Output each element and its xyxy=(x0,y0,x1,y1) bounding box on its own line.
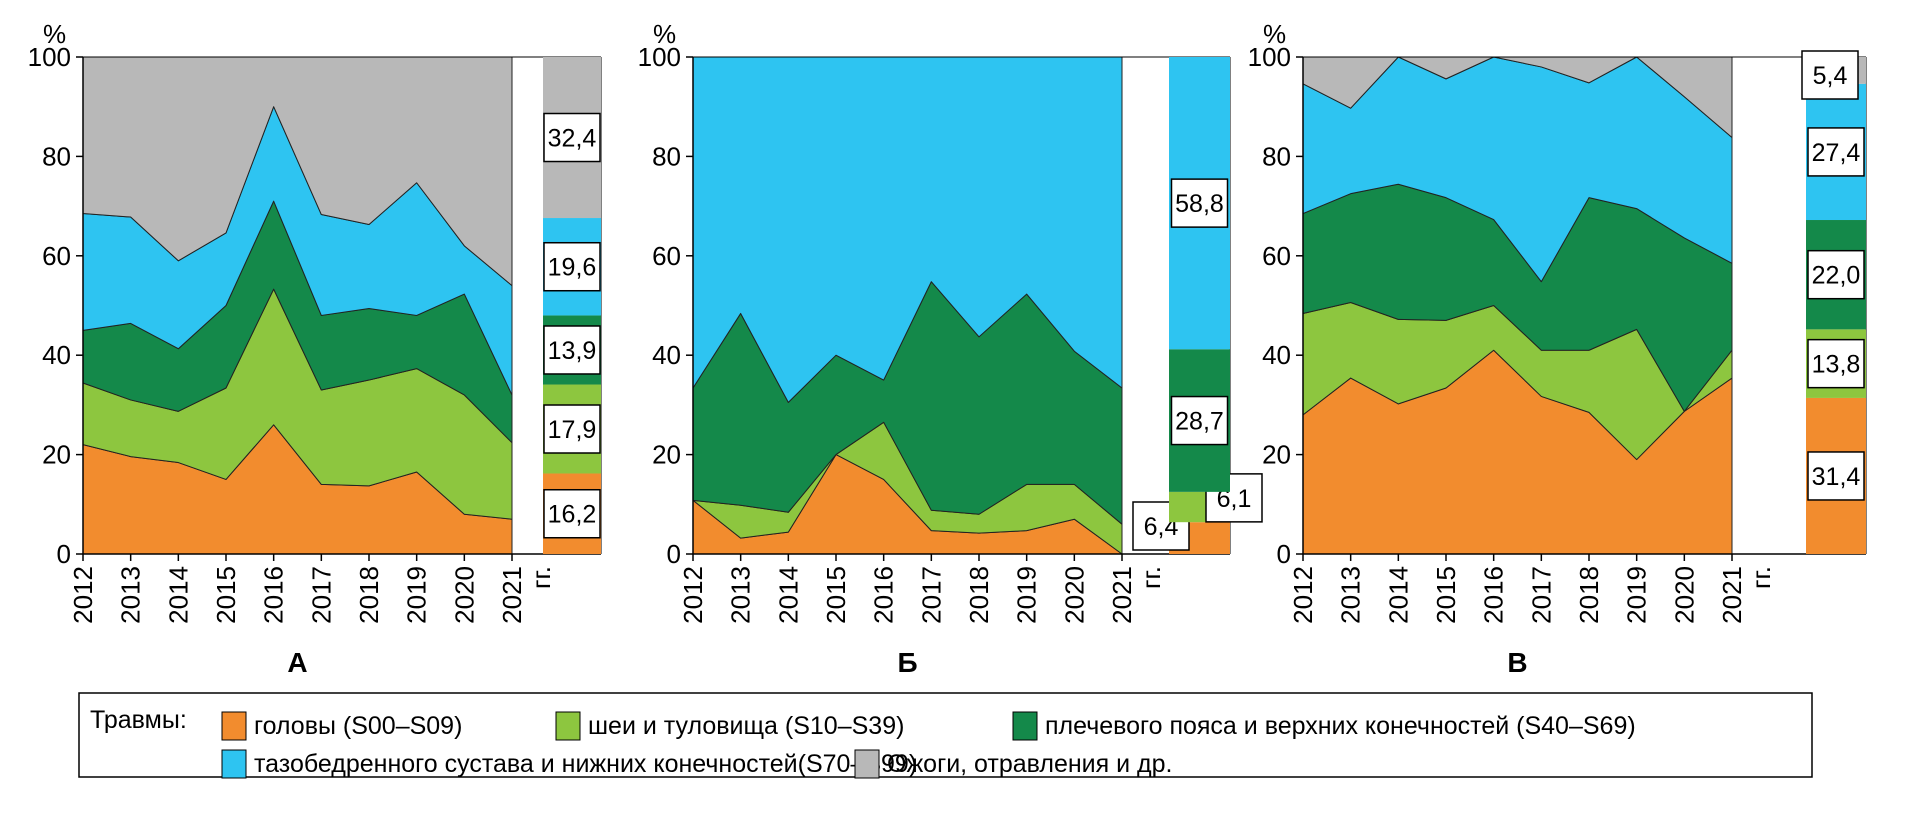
x-tick-label: 2015 xyxy=(211,566,241,624)
x-axis-unit: гг. xyxy=(1136,566,1166,589)
legend-box xyxy=(78,692,1813,778)
panel-title: В xyxy=(1507,647,1527,678)
x-tick-label: 2014 xyxy=(163,566,193,624)
x-tick-label: 2016 xyxy=(259,566,289,624)
panel-title: Б xyxy=(897,647,917,678)
legend-swatch-neck xyxy=(555,711,581,741)
summary-value-box xyxy=(543,241,601,292)
y-tick-label: 0 xyxy=(1277,539,1291,569)
summary-value-box xyxy=(1170,178,1229,228)
x-tick-label: 2013 xyxy=(116,566,146,624)
summary-value-box xyxy=(1807,127,1865,177)
summary-value-label: 19,6 xyxy=(548,254,597,282)
x-tick-label: 2012 xyxy=(1288,566,1318,624)
y-tick-label: 40 xyxy=(1262,340,1291,370)
y-tick-label: 60 xyxy=(1262,241,1291,271)
x-tick-label: 2020 xyxy=(1059,566,1089,624)
x-tick-label: 2017 xyxy=(306,566,336,624)
chart-panel-2: 0 20 40 60 80 100% 2012 2013 2014 2015 2016 2017 201… xyxy=(638,19,1263,678)
summary-value-label: 5,4 xyxy=(1813,62,1848,90)
legend-swatch-burns xyxy=(854,749,880,779)
chart-panel-3: 0 20 40 60 80 100% 2012 2013 2014 2015 2016 2017 201… xyxy=(1248,19,1867,678)
x-tick-label: 2019 xyxy=(402,566,432,624)
legend-label-head: головы (S00–S09) xyxy=(254,712,462,740)
x-tick-label: 2015 xyxy=(821,566,851,624)
summary-value-label: 17,9 xyxy=(548,416,597,444)
y-tick-label: 100 xyxy=(638,42,681,72)
panel-title: А xyxy=(287,647,307,678)
y-tick-label: 40 xyxy=(652,340,681,370)
summary-value-box xyxy=(543,325,601,375)
x-tick-label: 2020 xyxy=(449,566,479,624)
summary-value-label: 27,4 xyxy=(1812,139,1861,167)
summary-value-label: 22,0 xyxy=(1812,262,1861,290)
summary-value-box xyxy=(543,488,601,539)
summary-value-box xyxy=(543,112,601,163)
legend-swatch-shoulder xyxy=(1012,711,1038,741)
y-tick-label: 20 xyxy=(652,440,681,470)
chart-panel-1: 0 20 40 60 80 100% 2012 2013 2014 2015 2016 2017 201… xyxy=(28,19,602,678)
x-axis-unit: гг. xyxy=(1746,566,1776,589)
legend-label-burns: Ожоги, отравления и др. xyxy=(887,750,1172,778)
summary-value-box xyxy=(1801,50,1859,100)
summary-value-label: 31,4 xyxy=(1812,463,1861,491)
summary-value-box xyxy=(1807,338,1865,389)
x-tick-label: 2013 xyxy=(1336,566,1366,624)
x-tick-label: 2018 xyxy=(964,566,994,624)
y-tick-label: 0 xyxy=(667,539,681,569)
summary-value-label: 28,7 xyxy=(1175,408,1224,436)
y-tick-label: 20 xyxy=(1262,440,1291,470)
y-tick-label: 100 xyxy=(28,42,71,72)
legend-label-hip: тазобедренного сустава и нижних конечнос… xyxy=(254,750,917,778)
x-tick-label: 2020 xyxy=(1669,566,1699,624)
legend-label-shoulder: плечевого пояса и верхних конечностей (S… xyxy=(1045,712,1636,740)
y-tick-label: 80 xyxy=(652,141,681,171)
x-tick-label: 2012 xyxy=(678,566,708,624)
y-tick-label: 0 xyxy=(57,539,71,569)
x-tick-label: 2018 xyxy=(1574,566,1604,624)
x-tick-label: 2017 xyxy=(1526,566,1556,624)
x-tick-label: 2016 xyxy=(1479,566,1509,624)
x-axis-unit: гг. xyxy=(526,566,556,589)
y-tick-label: 20 xyxy=(42,440,71,470)
y-axis-unit: % xyxy=(43,19,66,49)
summary-value-label: 13,8 xyxy=(1812,351,1861,379)
summary-value-box xyxy=(543,404,601,454)
summary-value-label: 13,9 xyxy=(548,337,597,365)
x-tick-label: 2019 xyxy=(1622,566,1652,624)
legend-swatch-head xyxy=(221,711,247,741)
y-axis-unit: % xyxy=(653,19,676,49)
x-tick-label: 2021 xyxy=(497,566,527,624)
y-tick-label: 60 xyxy=(652,241,681,271)
x-tick-label: 2013 xyxy=(726,566,756,624)
y-axis-unit: % xyxy=(1263,19,1286,49)
y-tick-label: 80 xyxy=(1262,141,1291,171)
x-tick-label: 2017 xyxy=(916,566,946,624)
summary-value-box xyxy=(1807,451,1865,501)
y-tick-label: 60 xyxy=(42,241,71,271)
x-tick-label: 2015 xyxy=(1431,566,1461,624)
summary-value-box xyxy=(1170,395,1229,446)
legend-swatch-hip xyxy=(221,749,247,779)
legend: Травмы: головы (S00–S09) шеи и туловища (S… xyxy=(78,692,1813,779)
summary-value-label: 32,4 xyxy=(548,125,597,153)
x-tick-label: 2018 xyxy=(354,566,384,624)
x-tick-label: 2012 xyxy=(68,566,98,624)
x-tick-label: 2014 xyxy=(773,566,803,624)
y-tick-label: 40 xyxy=(42,340,71,370)
x-tick-label: 2021 xyxy=(1717,566,1747,624)
summary-value-label: 58,8 xyxy=(1175,190,1224,218)
summary-value-label: 16,2 xyxy=(548,501,597,529)
legend-title: Травмы: xyxy=(90,706,187,734)
x-tick-label: 2016 xyxy=(869,566,899,624)
x-tick-label: 2019 xyxy=(1012,566,1042,624)
x-tick-label: 2014 xyxy=(1383,566,1413,624)
y-tick-label: 100 xyxy=(1248,42,1291,72)
x-tick-label: 2021 xyxy=(1107,566,1137,624)
y-tick-label: 80 xyxy=(42,141,71,171)
legend-label-neck: шеи и туловища (S10–S39) xyxy=(588,712,904,740)
summary-value-box xyxy=(1807,249,1865,300)
